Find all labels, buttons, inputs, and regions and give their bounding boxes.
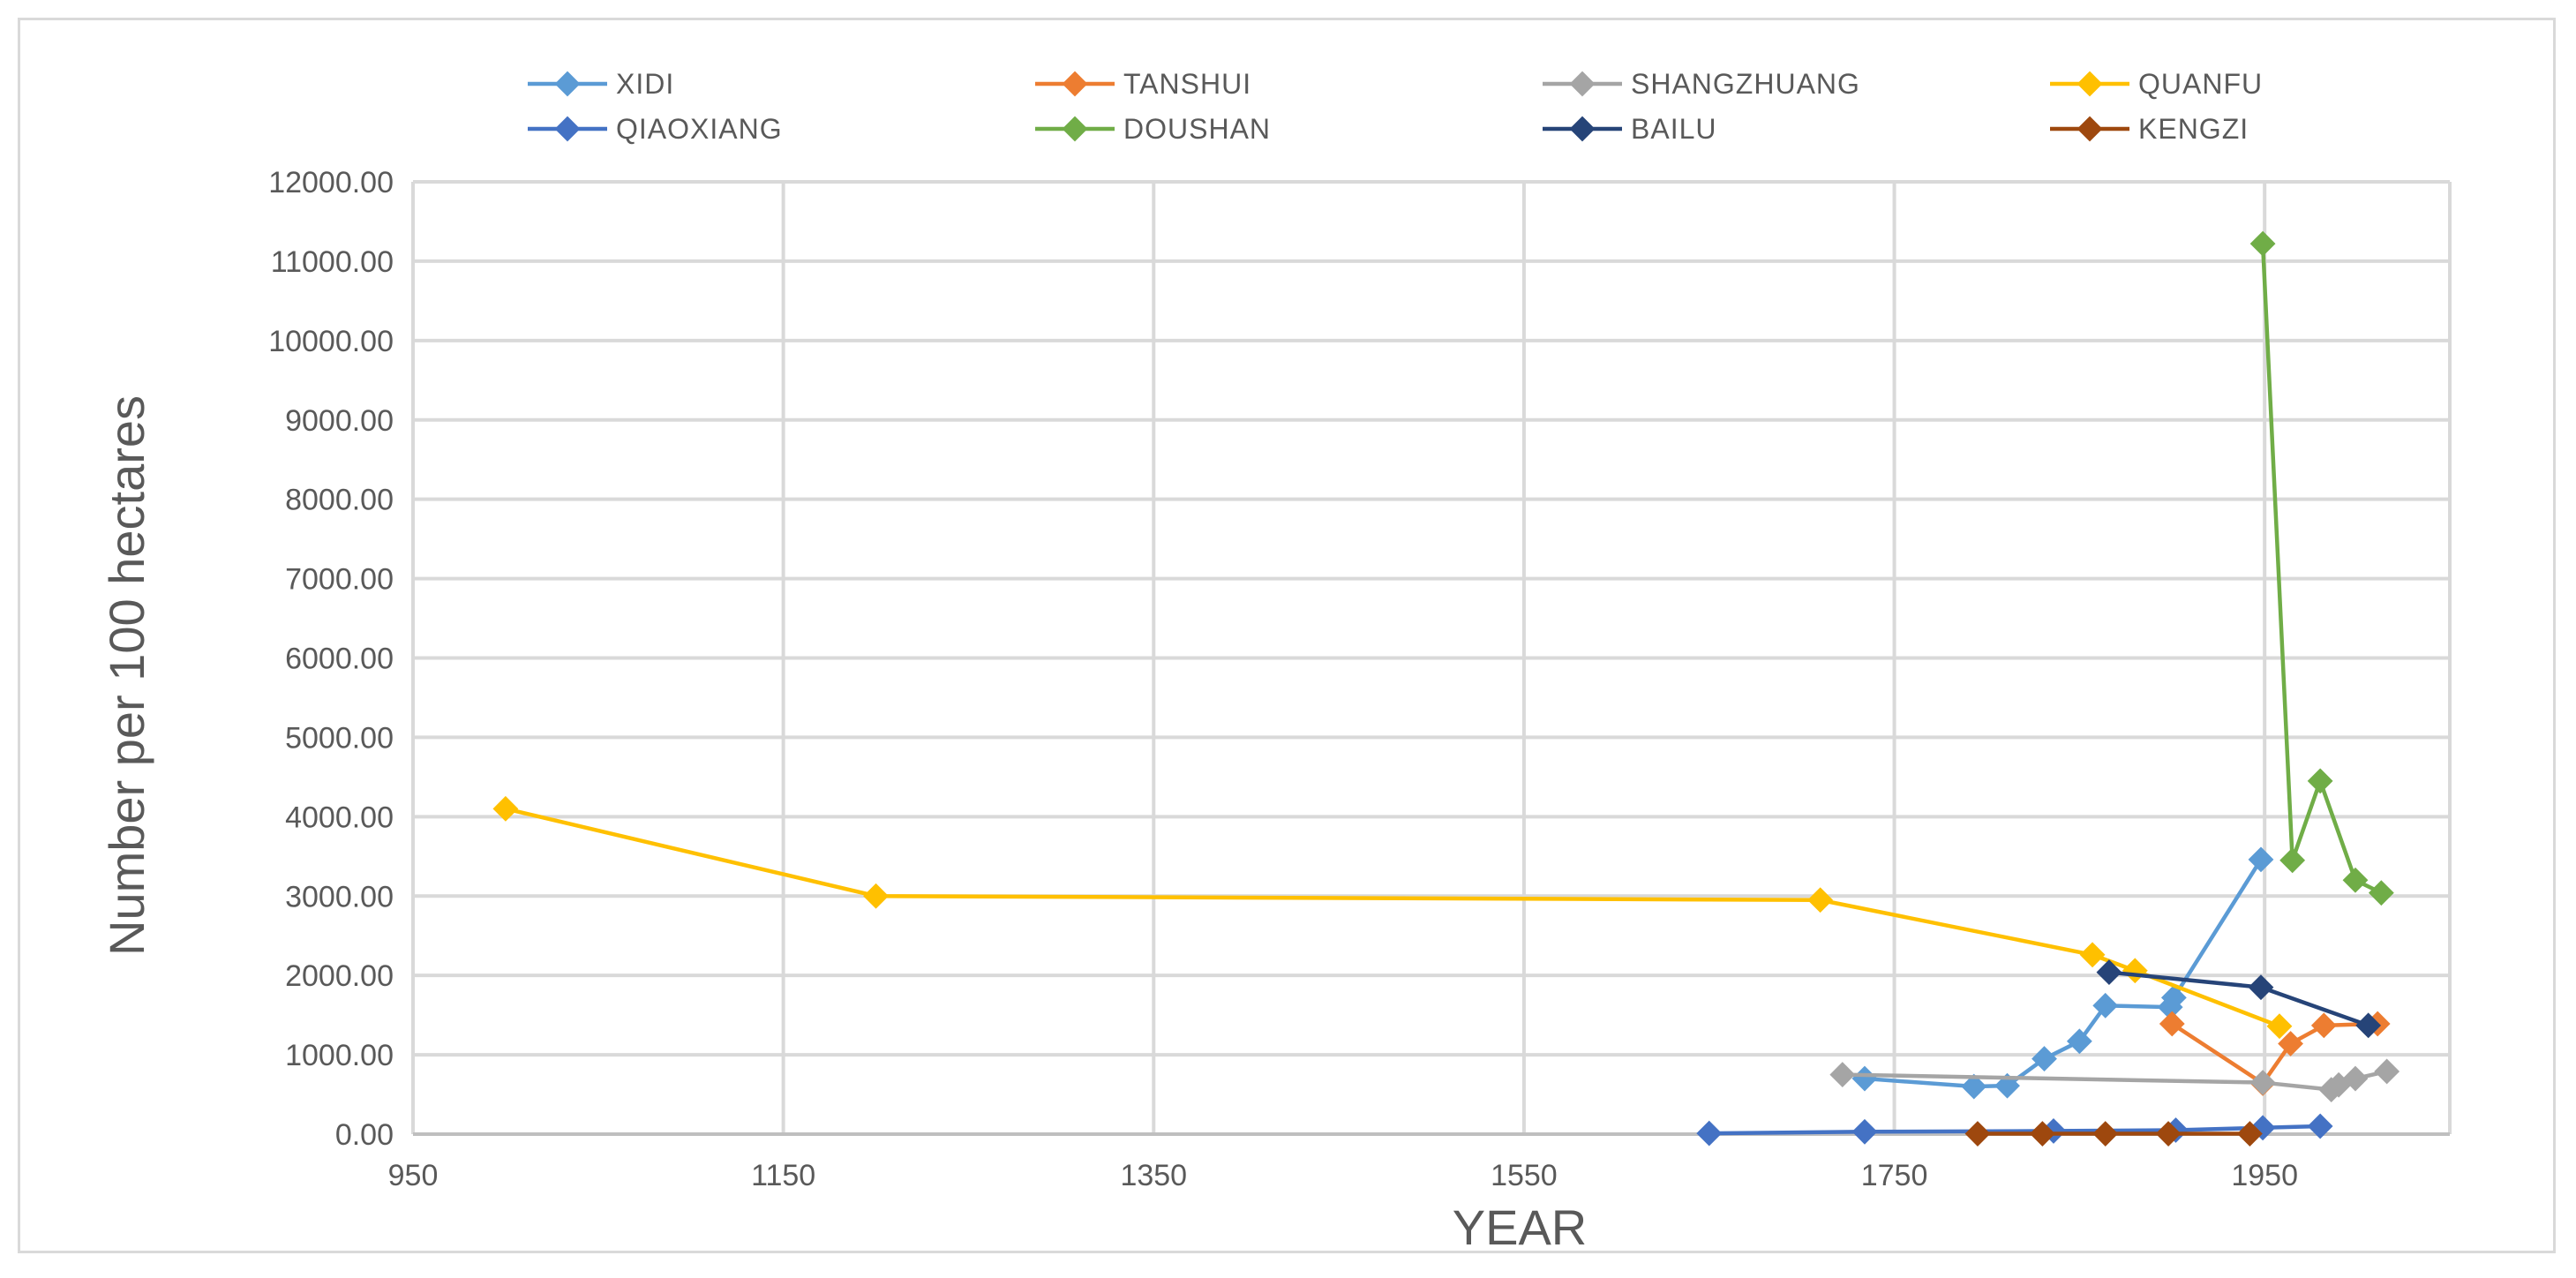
data-point-doushan <box>2368 880 2394 906</box>
data-point-bailu <box>2355 1012 2382 1039</box>
data-series <box>492 230 2400 1146</box>
data-point-tanshui <box>2310 1012 2337 1039</box>
x-tick-label: 950 <box>388 1159 439 1192</box>
y-tick-label: 9000.00 <box>285 404 394 438</box>
legend-label-kengzi: KENGZI <box>2138 113 2249 145</box>
legend-marker-xidi <box>554 71 581 97</box>
legend-marker-kengzi <box>2077 116 2103 142</box>
legend-marker-tanshui <box>1062 71 1088 97</box>
data-point-xidi <box>1994 1072 2020 1099</box>
data-point-tanshui <box>2278 1031 2303 1056</box>
series-quanfu <box>492 795 2293 1040</box>
series-kengzi <box>1964 1121 2263 1146</box>
data-point-xidi <box>1851 1065 1878 1092</box>
data-point-xidi <box>2066 1028 2092 1055</box>
y-tick-label: 11000.00 <box>271 245 394 279</box>
series-doushan <box>2249 230 2394 906</box>
legend-label-shangzhuang: SHANGZHUANG <box>1631 68 1860 100</box>
series-line-bailu <box>2108 970 2369 1027</box>
legend-item-shangzhuang: SHANGZHUANG <box>1543 68 1860 100</box>
data-point-doushan <box>2249 230 2276 257</box>
data-point-quanfu <box>2122 958 2148 984</box>
legend-label-doushan: DOUSHAN <box>1123 113 1271 145</box>
y-tick-label: 6000.00 <box>285 643 394 676</box>
x-tick-label: 1350 <box>1120 1159 1187 1192</box>
data-point-shangzhuang <box>1829 1062 1856 1087</box>
data-point-quanfu <box>2079 942 2106 968</box>
legend-marker-qiaoxiang <box>554 116 581 142</box>
legend-marker-quanfu <box>2077 71 2103 97</box>
series-line-quanfu <box>505 807 2280 1028</box>
data-point-qiaoxiang <box>2307 1113 2333 1139</box>
data-point-kengzi <box>2092 1121 2119 1146</box>
data-point-xidi <box>2248 846 2274 873</box>
y-tick-label: 3000.00 <box>285 880 394 913</box>
legend-item-quanfu: QUANFU <box>2050 68 2263 100</box>
legend-label-qiaoxiang: QIAOXIANG <box>616 113 783 145</box>
data-point-xidi <box>2160 984 2187 1011</box>
y-tick-label: 1000.00 <box>285 1039 394 1072</box>
y-tick-label: 10000.00 <box>268 325 394 358</box>
y-tick-label: 4000.00 <box>285 801 394 834</box>
data-point-bailu <box>2096 959 2122 985</box>
legend-marker-doushan <box>1062 116 1088 142</box>
x-axis-title: YEAR <box>1453 1199 1588 1251</box>
data-point-quanfu <box>2266 1013 2293 1040</box>
legend-item-bailu: BAILU <box>1543 113 1716 145</box>
legend-item-tanshui: TANSHUI <box>1035 68 1251 100</box>
line-chart: 0.00 1000.00 2000.00 3000.00 4000.00 5000.00 6… <box>99 68 2452 1251</box>
axes: 0.00 1000.00 2000.00 3000.00 4000.00 5000.00 6… <box>268 166 2450 1192</box>
y-tick-label: 8000.00 <box>285 484 394 517</box>
data-point-kengzi <box>1964 1121 1991 1146</box>
data-point-shangzhuang <box>2374 1058 2400 1085</box>
legend-item-xidi: XIDI <box>528 68 674 100</box>
series-line-shangzhuang <box>1842 1069 2388 1092</box>
y-tick-label: 2000.00 <box>285 959 394 993</box>
data-point-xidi <box>1961 1073 1987 1100</box>
x-tick-label: 1550 <box>1491 1159 1558 1192</box>
data-point-shangzhuang <box>2249 1070 2276 1095</box>
series-bailu <box>2096 959 2382 1039</box>
series-qiaoxiang <box>1696 1113 2333 1146</box>
data-point-quanfu <box>492 795 519 822</box>
series-xidi <box>1851 846 2274 1100</box>
y-tick-label: 7000.00 <box>285 563 394 597</box>
y-tick-label: 0.00 <box>335 1118 394 1152</box>
series-line-xidi <box>1864 858 2263 1089</box>
data-point-doushan <box>2307 768 2333 794</box>
legend-item-qiaoxiang: QIAOXIANG <box>528 113 783 145</box>
legend-label-quanfu: QUANFU <box>2138 68 2263 100</box>
data-point-kengzi <box>2029 1121 2055 1146</box>
legend-marker-bailu <box>1569 116 1596 142</box>
data-point-xidi <box>2092 992 2119 1019</box>
legend-label-bailu: BAILU <box>1631 113 1716 145</box>
y-axis-title: Number per 100 hectares <box>99 395 154 956</box>
data-point-tanshui <box>2159 1011 2185 1037</box>
legend-label-xidi: XIDI <box>616 68 674 100</box>
data-point-doushan <box>2342 867 2369 893</box>
data-point-quanfu <box>1807 887 1834 913</box>
legend-item-kengzi: KENGZI <box>2050 113 2249 145</box>
y-tick-label: 12000.00 <box>268 166 394 199</box>
legend: XIDI TANSHUI SHANGZHUANG QUANFU QIAOXIANG DOU… <box>528 68 2263 145</box>
chart-frame: 0.00 1000.00 2000.00 3000.00 4000.00 5000.00 6… <box>18 18 2556 1253</box>
data-point-qiaoxiang <box>1851 1118 1878 1145</box>
legend-label-tanshui: TANSHUI <box>1123 68 1251 100</box>
data-point-doushan <box>2279 847 2306 874</box>
data-point-kengzi <box>2155 1121 2182 1146</box>
data-point-xidi <box>2032 1046 2057 1071</box>
data-point-kengzi <box>2236 1121 2263 1146</box>
legend-marker-shangzhuang <box>1569 71 1596 97</box>
data-point-qiaoxiang <box>1696 1120 1723 1146</box>
x-tick-label: 1950 <box>2231 1159 2298 1192</box>
data-point-bailu <box>2248 974 2274 1001</box>
y-tick-label: 5000.00 <box>285 721 394 755</box>
grid-lines <box>411 180 2452 1136</box>
x-tick-label: 1150 <box>751 1159 815 1192</box>
x-tick-label: 1750 <box>1861 1159 1928 1192</box>
data-point-shangzhuang <box>2342 1065 2369 1092</box>
data-point-quanfu <box>863 883 889 909</box>
legend-item-doushan: DOUSHAN <box>1035 113 1271 145</box>
series-shangzhuang <box>1829 1058 2400 1103</box>
